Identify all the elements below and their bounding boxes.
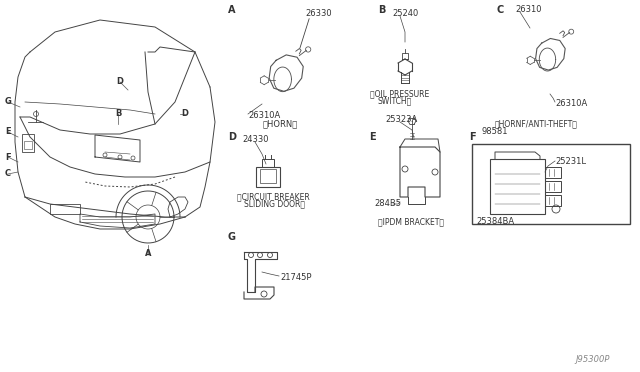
Text: 25323A: 25323A [385, 115, 417, 125]
Text: 〈HORN〉: 〈HORN〉 [262, 119, 298, 128]
Text: D: D [228, 132, 236, 142]
Text: 〈HORNF/ANTI-THEFT〉: 〈HORNF/ANTI-THEFT〉 [495, 119, 578, 128]
Text: A: A [145, 250, 151, 259]
Bar [472, 144, 630, 224]
Text: E: E [369, 132, 375, 142]
Text: 25384BA: 25384BA [476, 218, 514, 227]
Text: 284B5: 284B5 [374, 199, 401, 208]
Text: F: F [468, 132, 476, 142]
Bar [256, 167, 280, 187]
Text: SWITCH〉: SWITCH〉 [377, 96, 412, 106]
Bar [490, 159, 545, 214]
Text: 26310A: 26310A [555, 99, 588, 109]
Bar [545, 181, 561, 192]
Text: 25240: 25240 [392, 10, 419, 19]
Text: 〈IPDM BRACKET〉: 〈IPDM BRACKET〉 [378, 218, 444, 227]
Bar [545, 167, 561, 178]
Text: G: G [228, 232, 236, 242]
Text: 26310A: 26310A [248, 112, 280, 121]
Bar [262, 159, 274, 167]
Text: A: A [228, 5, 236, 15]
Text: 26330: 26330 [305, 10, 332, 19]
Text: 25231L: 25231L [555, 157, 586, 167]
Text: C: C [497, 5, 504, 15]
Bar [50, 204, 80, 214]
Text: F: F [5, 153, 11, 161]
Text: SLIDING DOOR〉: SLIDING DOOR〉 [244, 199, 305, 208]
Text: 24330: 24330 [242, 135, 269, 144]
Text: 〈OIL PRESSURE: 〈OIL PRESSURE [370, 90, 429, 99]
Text: B: B [378, 5, 386, 15]
Text: D: D [116, 77, 124, 87]
Text: J95300P: J95300P [575, 356, 609, 365]
Bar [22, 134, 34, 152]
Text: B: B [115, 109, 121, 119]
Text: C: C [5, 170, 11, 179]
Text: G: G [4, 97, 12, 106]
Text: 26310: 26310 [515, 6, 541, 15]
Text: D: D [182, 109, 189, 119]
Bar [545, 195, 561, 206]
Bar [260, 169, 276, 183]
Text: E: E [5, 128, 11, 137]
Text: 98581: 98581 [482, 128, 509, 137]
Bar [24, 141, 32, 149]
Text: 21745P: 21745P [280, 273, 312, 282]
Text: 〈CIRCUIT BREAKER: 〈CIRCUIT BREAKER [237, 192, 310, 202]
